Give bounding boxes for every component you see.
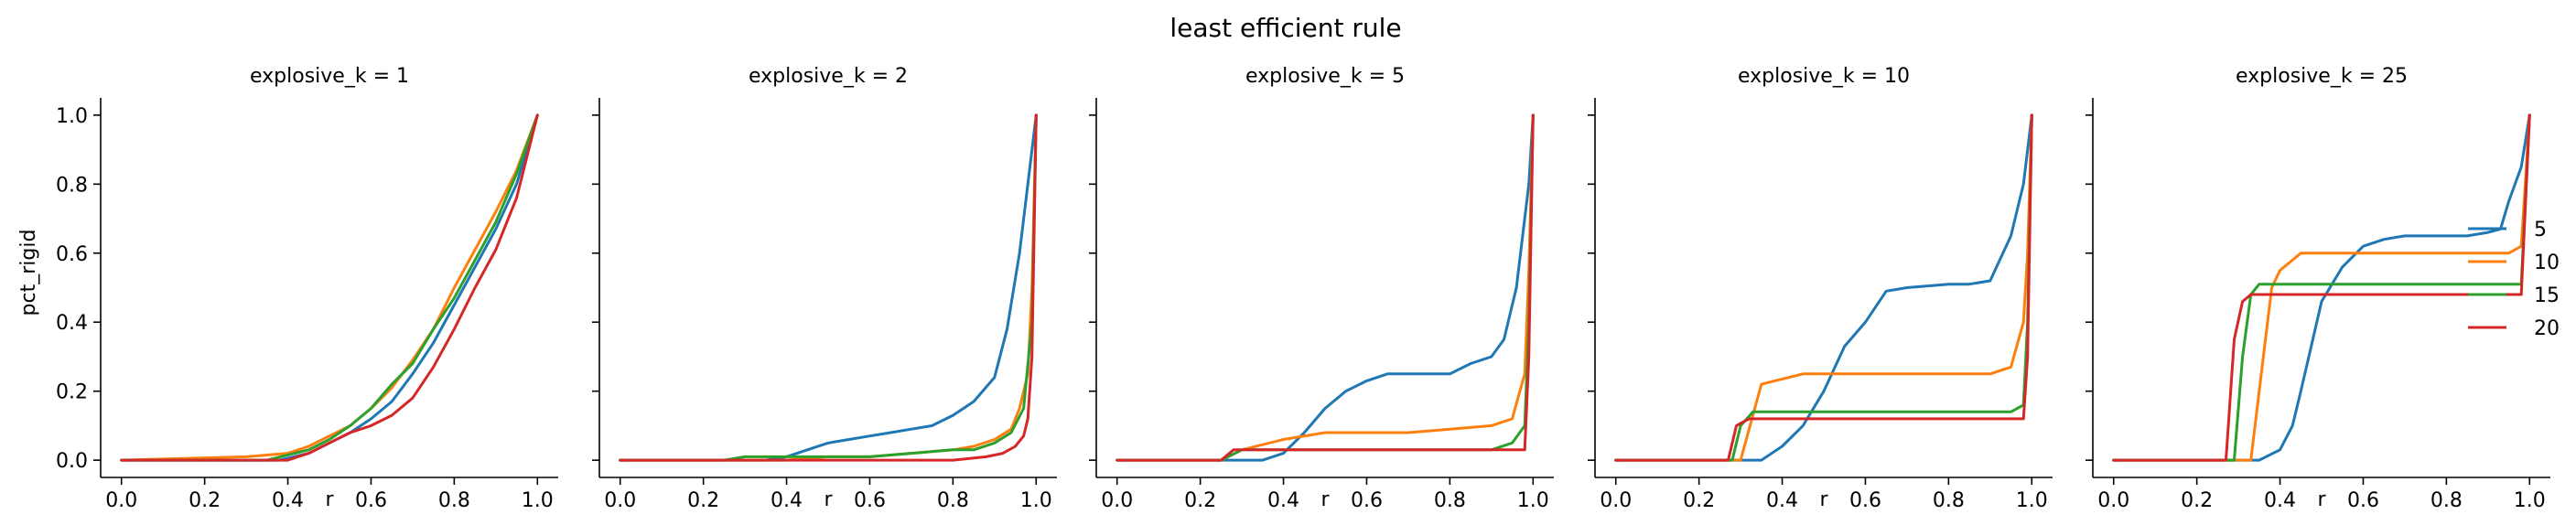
x-tick-label: 0.6 xyxy=(355,489,387,512)
x-tick-label: 0.2 xyxy=(2181,489,2213,512)
panel-title: explosive_k = 5 xyxy=(1245,65,1405,88)
legend-label: 5 xyxy=(2534,219,2547,241)
series-line-20 xyxy=(1614,113,2033,462)
x-tick-label: 0.6 xyxy=(2347,489,2379,512)
x-tick-label: 0.8 xyxy=(1434,489,1466,512)
panel-5: explosive_k = 25 0.0 0.2 0.4 0.6 0.8 1.0 r xyxy=(2086,65,2550,512)
legend-label: 10 xyxy=(2534,252,2560,274)
y-tick-label: 0.8 xyxy=(56,174,88,197)
x-tick-label: 0.0 xyxy=(1600,489,1632,512)
series-line-5 xyxy=(1116,113,1535,462)
panel-title: explosive_k = 25 xyxy=(2236,65,2408,88)
series-line-15 xyxy=(619,113,1038,462)
series-line-5 xyxy=(2112,113,2531,462)
x-tick-label: 0.6 xyxy=(1351,489,1383,512)
series-line-10 xyxy=(120,113,539,462)
x-tick-label: 1.0 xyxy=(522,489,554,512)
x-axis-label: r xyxy=(1819,488,1828,511)
x-tick-label: 0.4 xyxy=(272,489,304,512)
x-tick-label: 0.8 xyxy=(937,489,969,512)
legend-item: 10 xyxy=(2468,252,2560,274)
series-line-10 xyxy=(619,113,1038,462)
x-tick-label: 0.2 xyxy=(687,489,719,512)
x-tick-label: 0.6 xyxy=(854,489,886,512)
y-tick-label: 0.6 xyxy=(56,243,88,266)
x-tick-label: 0.8 xyxy=(2430,489,2463,512)
x-axis-label: r xyxy=(824,488,833,511)
legend-label: 20 xyxy=(2534,317,2560,340)
x-tick-label: 1.0 xyxy=(1020,489,1052,512)
panel-title: explosive_k = 2 xyxy=(749,65,908,88)
x-tick-label: 1.0 xyxy=(1517,489,1549,512)
legend-item: 5 xyxy=(2468,219,2547,241)
legend-item: 15 xyxy=(2468,284,2560,307)
x-tick-label: 0.0 xyxy=(2097,489,2129,512)
series-line-5 xyxy=(619,113,1038,462)
series-line-20 xyxy=(2112,113,2531,462)
series-line-10 xyxy=(1614,113,2033,462)
panel-1: explosive_k = 1 0.0 0.2 0.4 0.6 0.8 1.0 0.0 0.2 0… xyxy=(56,65,558,512)
x-tick-label: 0.2 xyxy=(189,489,221,512)
x-tick-label: 0.4 xyxy=(1267,489,1299,512)
chart-title: least efficient rule xyxy=(1169,13,1401,43)
x-tick-label: 1.0 xyxy=(2514,489,2546,512)
panel-title: explosive_k = 10 xyxy=(1738,65,1910,88)
series-line-20 xyxy=(619,113,1038,462)
x-axis-label: r xyxy=(2317,488,2326,511)
legend-item: 20 xyxy=(2468,317,2560,340)
series-line-5 xyxy=(1614,113,2033,462)
series-line-15 xyxy=(2112,113,2531,462)
x-tick-label: 0.6 xyxy=(1849,489,1881,512)
legend-label: 15 xyxy=(2534,284,2560,307)
x-tick-label: 0.0 xyxy=(105,489,137,512)
x-tick-label: 0.2 xyxy=(1184,489,1216,512)
legend: 5 10 15 20 xyxy=(2468,219,2560,340)
x-tick-label: 0.0 xyxy=(1101,489,1133,512)
x-axis-label: r xyxy=(1320,488,1330,511)
x-tick-label: 0.2 xyxy=(1683,489,1715,512)
y-tick-label: 1.0 xyxy=(56,105,88,128)
y-tick-label: 0.0 xyxy=(56,450,88,473)
series-line-15 xyxy=(1614,113,2033,462)
y-tick-label: 0.4 xyxy=(56,312,88,335)
series-line-15 xyxy=(120,113,539,462)
panel-2: explosive_k = 2 0.0 0.2 0.4 0.6 0.8 1.0 r xyxy=(592,65,1057,512)
x-tick-label: 0.4 xyxy=(771,489,803,512)
series-line-20 xyxy=(120,113,539,462)
x-tick-label: 1.0 xyxy=(2016,489,2048,512)
series-line-10 xyxy=(2112,113,2531,462)
x-tick-label: 0.4 xyxy=(1766,489,1798,512)
series-line-20 xyxy=(1116,113,1535,462)
panel-4: explosive_k = 10 0.0 0.2 0.4 0.6 0.8 1.0 r xyxy=(1588,65,2053,512)
x-tick-label: 0.4 xyxy=(2264,489,2296,512)
x-axis-label: r xyxy=(325,488,334,511)
panel-title: explosive_k = 1 xyxy=(250,65,409,88)
y-axis-label: pct_rigid xyxy=(17,230,40,316)
x-tick-label: 0.8 xyxy=(1933,489,1965,512)
x-tick-label: 0.8 xyxy=(438,489,470,512)
y-tick-label: 0.2 xyxy=(56,381,88,404)
panel-3: explosive_k = 5 0.0 0.2 0.4 0.6 0.8 1.0 r xyxy=(1089,65,1554,512)
panels-group: explosive_k = 1 0.0 0.2 0.4 0.6 0.8 1.0 0.0 0.2 0… xyxy=(56,65,2550,512)
x-tick-label: 0.0 xyxy=(604,489,636,512)
